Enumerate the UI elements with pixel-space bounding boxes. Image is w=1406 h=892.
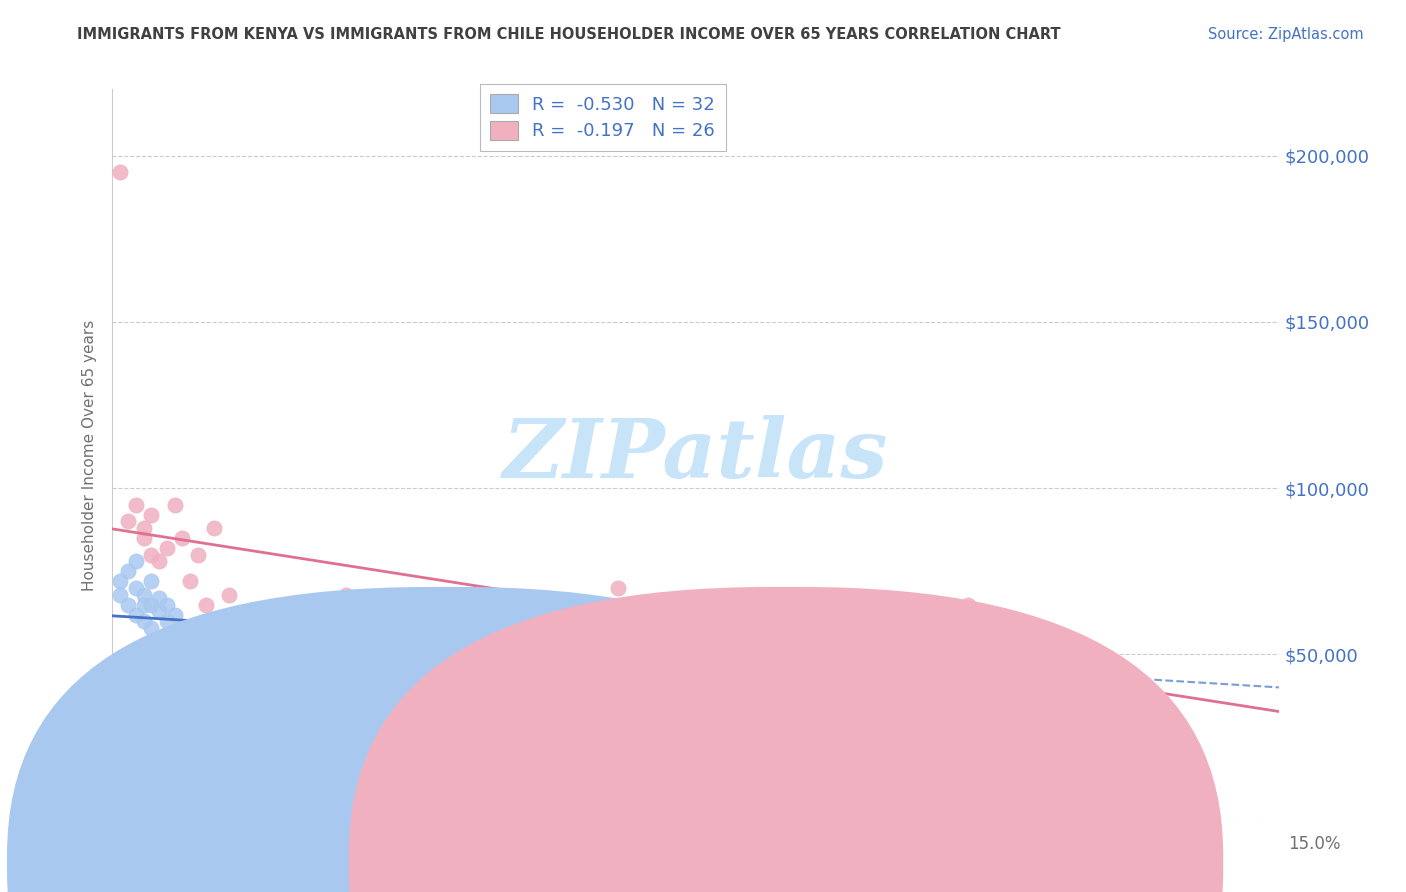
Point (156, 598, 179, 612)
Point (141, 598, 163, 612)
Point (218, 673, 240, 688)
Point (273, 698, 295, 712)
Point (148, 591, 170, 605)
Point (607, 581, 630, 595)
Point (801, 588, 824, 602)
Point (412, 598, 434, 612)
Point (957, 598, 980, 612)
Point (295, 707, 318, 722)
Text: Source: ZipAtlas.com: Source: ZipAtlas.com (1208, 27, 1364, 42)
Point (412, 640, 434, 655)
Point (226, 614, 249, 628)
Point (233, 673, 256, 688)
Point (125, 554, 148, 568)
Text: IMMIGRANTS FROM KENYA VS IMMIGRANTS FROM CHILE HOUSEHOLDER INCOME OVER 65 YEARS : IMMIGRANTS FROM KENYA VS IMMIGRANTS FROM… (77, 27, 1062, 42)
Point (141, 548, 163, 562)
Legend: R =  -0.530   N = 32, R =  -0.197   N = 26: R = -0.530 N = 32, R = -0.197 N = 26 (479, 84, 725, 151)
Text: Immigrants from Kenya: Immigrants from Kenya (430, 855, 624, 873)
Point (257, 640, 280, 655)
Point (209, 654, 232, 668)
Point (110, 574, 132, 589)
Point (148, 604, 170, 618)
Text: 0.0%: 0.0% (101, 835, 143, 853)
Point (141, 574, 163, 589)
Text: Immigrants from Chile: Immigrants from Chile (776, 855, 962, 873)
Point (148, 554, 170, 568)
Point (374, 614, 396, 628)
Point (110, 588, 132, 602)
Point (202, 521, 225, 535)
Point (156, 541, 179, 555)
Point (218, 588, 240, 602)
Point (110, 165, 132, 179)
Point (163, 498, 186, 512)
Text: 15.0%: 15.0% (1288, 835, 1341, 853)
Point (172, 531, 194, 545)
Point (132, 588, 155, 602)
Point (117, 515, 139, 529)
Point (233, 607, 256, 622)
Point (529, 648, 551, 662)
Point (295, 631, 318, 645)
Point (132, 614, 155, 628)
Point (179, 574, 201, 589)
Point (163, 607, 186, 622)
Point (257, 621, 280, 635)
Point (141, 508, 163, 522)
Point (125, 607, 148, 622)
Point (156, 614, 179, 628)
Point (187, 640, 209, 655)
Point (125, 498, 148, 512)
Y-axis label: Householder Income Over 65 years: Householder Income Over 65 years (82, 319, 97, 591)
Point (132, 521, 155, 535)
Point (179, 621, 201, 635)
Point (335, 588, 357, 602)
Point (801, 588, 824, 602)
Point (194, 598, 217, 612)
Point (187, 548, 209, 562)
Point (172, 631, 194, 645)
Point (117, 564, 139, 578)
Point (141, 621, 163, 635)
Point (117, 598, 139, 612)
Point (202, 631, 225, 645)
Point (529, 598, 551, 612)
Point (132, 531, 155, 545)
Point (132, 598, 155, 612)
Text: ZIPatlas: ZIPatlas (503, 415, 889, 495)
Point (125, 581, 148, 595)
